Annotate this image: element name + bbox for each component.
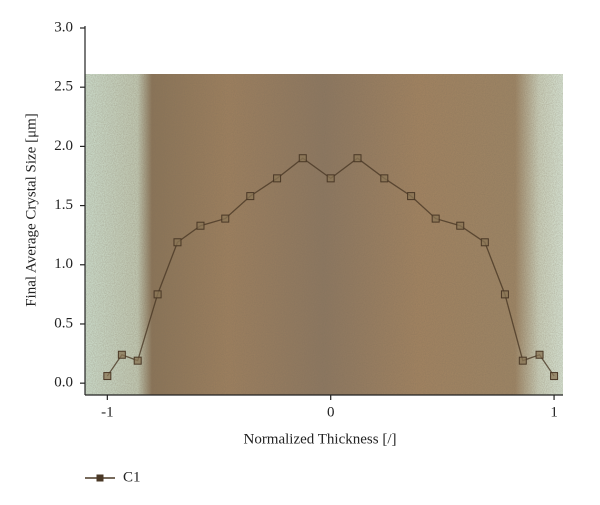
y-tick-label: 1.0 (54, 256, 73, 272)
y-axis-label: Final Average Crystal Size [μm] (23, 113, 39, 307)
background-texture (85, 74, 563, 395)
y-tick-label: 0.0 (54, 375, 73, 391)
data-point (133, 356, 142, 365)
y-tick-label: 1.5 (54, 197, 73, 213)
data-point (535, 350, 544, 359)
x-axis-label: Normalized Thickness [/] (243, 431, 396, 447)
y-tick-label: 2.5 (54, 79, 73, 95)
data-point (380, 174, 389, 183)
y-tick-label: 2.0 (54, 138, 73, 154)
x-tick-label: -1 (101, 404, 114, 420)
data-point (456, 221, 465, 230)
data-point (273, 174, 282, 183)
data-point (246, 192, 255, 201)
x-tick-label: 0 (327, 404, 335, 420)
data-point (221, 214, 230, 223)
y-tick-label: 3.0 (54, 19, 73, 35)
legend-marker (96, 474, 104, 482)
legend-label: C1 (123, 469, 141, 485)
data-point (550, 372, 559, 381)
x-tick-label: 1 (550, 404, 558, 420)
data-point (431, 214, 440, 223)
data-point (196, 221, 205, 230)
data-point (353, 154, 362, 163)
data-point (326, 174, 335, 183)
data-point (103, 372, 112, 381)
data-point (500, 290, 509, 299)
data-point (153, 290, 162, 299)
data-point (117, 350, 126, 359)
data-point (173, 238, 182, 247)
data-point (480, 238, 489, 247)
data-point (518, 356, 527, 365)
data-point (407, 192, 416, 201)
y-tick-label: 0.5 (54, 315, 73, 331)
data-point (298, 154, 307, 163)
